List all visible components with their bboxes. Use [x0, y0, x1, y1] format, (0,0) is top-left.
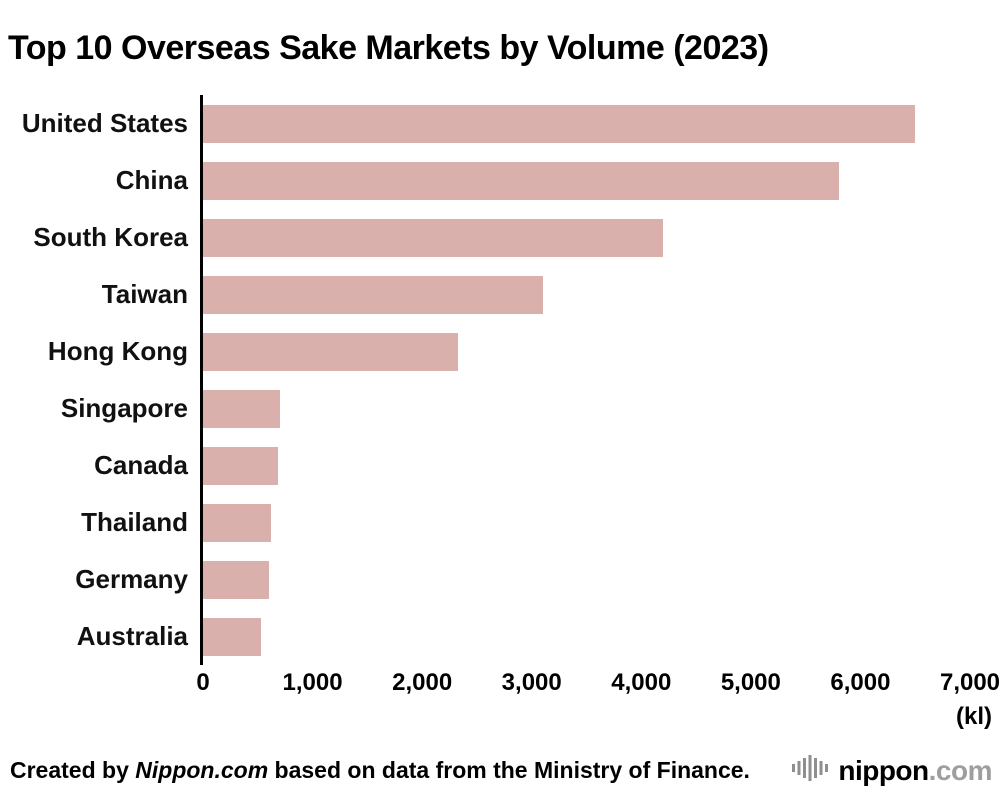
bar-track: [200, 608, 970, 665]
bar-chart: United States China South Korea Taiwan Hong …: [0, 95, 1000, 731]
bar-track: [200, 380, 970, 437]
chart-row: Canada: [0, 437, 970, 494]
category-label: South Korea: [33, 222, 188, 252]
x-tick-label: 7,000: [939, 669, 1000, 696]
x-tick-label: 2,000: [392, 669, 453, 696]
bar: [203, 161, 839, 200]
category-label: Canada: [94, 450, 188, 480]
footer: Created by Nippon.com based on data from…: [10, 753, 993, 788]
chart-row: Singapore: [0, 380, 970, 437]
x-tick-label: 6,000: [830, 669, 891, 696]
chart-row: South Korea: [0, 209, 970, 266]
source-credit: Created by Nippon.com based on data from…: [10, 757, 750, 784]
bar: [203, 560, 269, 599]
bar: [203, 503, 271, 542]
category-label: United States: [21, 108, 188, 138]
logo-com-suffix: .com: [928, 754, 993, 786]
category-label: Australia: [76, 621, 188, 651]
tick-spacer: [0, 669, 200, 701]
x-tick-label: 4,000: [611, 669, 672, 696]
chart-rows: United States China South Korea Taiwan Hong …: [0, 95, 970, 665]
tick-area: 0 1,000 2,000 3,000 4,000 5,000 6,000 7,000: [196, 669, 1000, 701]
bar: [203, 446, 278, 485]
category-label: China: [115, 165, 188, 195]
x-tick-label: 5,000: [720, 669, 781, 696]
bar-track: [200, 494, 970, 551]
category-label: Germany: [75, 564, 188, 594]
chart-row: Taiwan: [0, 266, 970, 323]
x-tick-label: 0: [196, 669, 210, 696]
bar-track: [200, 209, 970, 266]
category-label: Singapore: [60, 393, 188, 423]
bar: [203, 218, 664, 257]
chart-row: Thailand: [0, 494, 970, 551]
bar-track: [200, 437, 970, 494]
bar-track: [200, 266, 970, 323]
x-axis: 0 1,000 2,000 3,000 4,000 5,000 6,000 7,000: [0, 669, 1000, 701]
credit-source: Nippon.com: [135, 757, 269, 783]
bar: [203, 617, 262, 656]
logo-name: nippon: [838, 754, 929, 786]
bar: [203, 275, 543, 314]
category-label: Thailand: [81, 507, 188, 537]
page-title: Top 10 Overseas Sake Markets by Volume (…: [8, 28, 769, 67]
bar-track: [200, 551, 970, 608]
category-label: Hong Kong: [47, 336, 188, 366]
logo-wordmark: nippon .com: [838, 755, 992, 787]
chart-row: China: [0, 152, 970, 209]
chart-row: Germany: [0, 551, 970, 608]
chart-row: Hong Kong: [0, 323, 970, 380]
waveform-icon: [792, 753, 830, 788]
credit-prefix: Created by: [10, 757, 136, 783]
bar-track: [200, 95, 970, 152]
x-tick-label: 3,000: [501, 669, 562, 696]
bar-track: [200, 152, 970, 209]
chart-row: Australia: [0, 608, 970, 665]
bar: [203, 332, 459, 371]
bar: [203, 104, 916, 143]
axis-unit-label: (kl): [956, 703, 992, 730]
bar: [203, 389, 280, 428]
category-label: Taiwan: [101, 279, 188, 309]
x-tick-label: 1,000: [282, 669, 343, 696]
nippon-logo: nippon .com: [792, 753, 993, 788]
credit-suffix: based on data from the Ministry of Finan…: [268, 757, 750, 783]
bar-track: [200, 323, 970, 380]
chart-row: United States: [0, 95, 970, 152]
